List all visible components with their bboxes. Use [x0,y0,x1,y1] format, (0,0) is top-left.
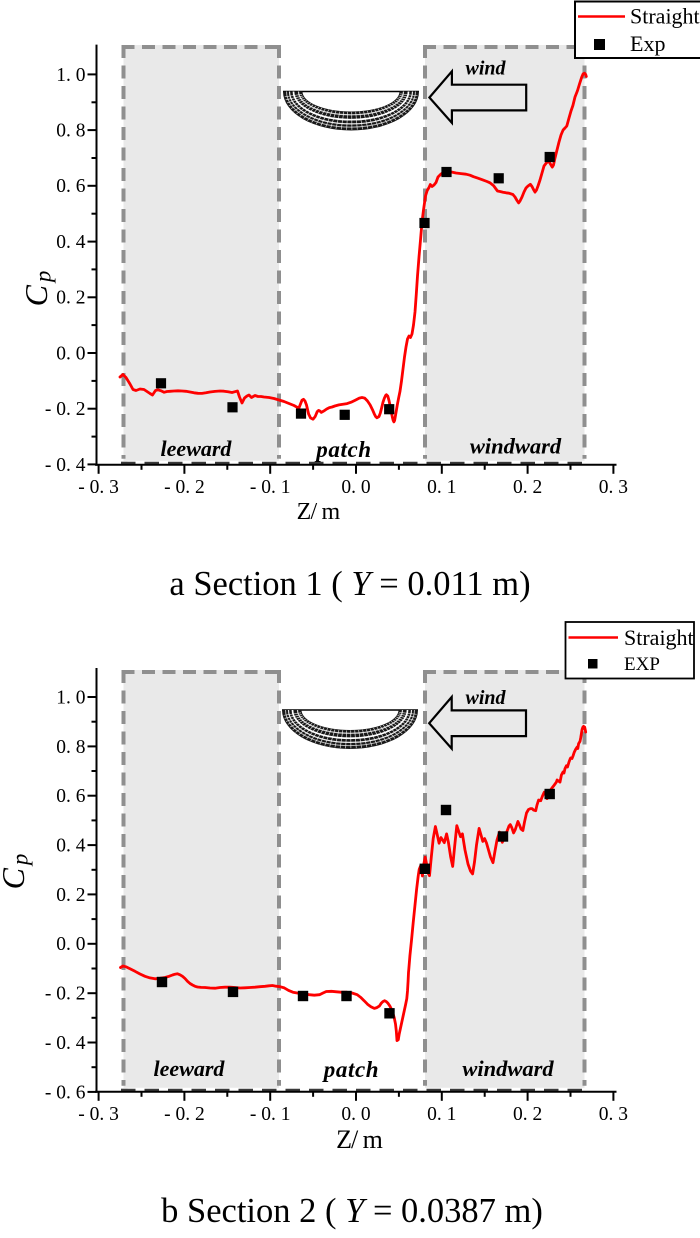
svg-text:- 0. 2: - 0. 2 [45,399,86,420]
svg-text:b Section 2 ( Y = 0.0387 m): b Section 2 ( Y = 0.0387 m) [161,1192,543,1230]
svg-text:Straight: Straight [630,4,700,29]
svg-text:- 0. 1: - 0. 1 [250,477,291,498]
svg-text:- 0. 6: - 0. 6 [45,1082,86,1103]
svg-text:1. 0: 1. 0 [56,687,85,708]
svg-text:0. 1: 0. 1 [427,1104,456,1125]
svg-text:- 0. 3: - 0. 3 [78,477,119,498]
svg-text:Exp: Exp [630,31,665,56]
svg-text:- 0. 4: - 0. 4 [45,1033,86,1054]
svg-text:0. 8: 0. 8 [56,121,85,142]
svg-text:0. 0: 0. 0 [341,477,370,498]
svg-text:0. 0: 0. 0 [56,343,85,364]
svg-text:- 0. 1: - 0. 1 [250,1104,291,1125]
svg-text:0. 4: 0. 4 [56,232,86,253]
svg-text:- 0. 2: - 0. 2 [45,984,86,1005]
svg-text:- 0. 2: - 0. 2 [164,1104,205,1125]
svg-text:0. 3: 0. 3 [599,477,628,498]
svg-text:0. 0: 0. 0 [56,934,85,955]
svg-text:- 0. 3: - 0. 3 [78,1104,119,1125]
svg-text:windward: windward [462,1056,554,1081]
svg-text:Cp: Cp [0,851,33,890]
svg-text:EXP: EXP [624,654,660,675]
svg-text:0. 8: 0. 8 [56,737,85,758]
svg-text:0. 0: 0. 0 [341,1104,370,1125]
svg-text:leeward: leeward [161,436,233,461]
svg-text:0. 1: 0. 1 [427,477,456,498]
svg-text:0. 2: 0. 2 [56,288,85,309]
svg-text:0. 3: 0. 3 [599,1104,628,1125]
svg-text:0. 6: 0. 6 [56,786,86,807]
svg-text:1. 0: 1. 0 [56,65,85,86]
svg-text:wind: wind [465,687,506,709]
svg-text:Z/ m: Z/ m [297,499,341,525]
svg-text:windward: windward [470,434,562,459]
svg-text:a Section 1 ( Y = 0.011 m): a Section 1 ( Y = 0.011 m) [169,565,530,603]
svg-text:- 0. 4: - 0. 4 [45,455,86,476]
svg-text:0. 6: 0. 6 [56,176,86,197]
svg-text:Z/ m: Z/ m [336,1125,383,1154]
svg-text:0. 2: 0. 2 [513,477,542,498]
svg-text:leeward: leeward [154,1056,226,1081]
svg-text:patch: patch [314,437,371,462]
svg-text:Straight: Straight [624,625,694,650]
svg-text:wind: wind [465,58,506,80]
svg-text:- 0. 2: - 0. 2 [164,477,205,498]
svg-text:0. 2: 0. 2 [56,885,85,906]
svg-text:patch: patch [322,1057,379,1082]
svg-text:0. 2: 0. 2 [513,1104,542,1125]
svg-text:0. 4: 0. 4 [56,836,86,857]
